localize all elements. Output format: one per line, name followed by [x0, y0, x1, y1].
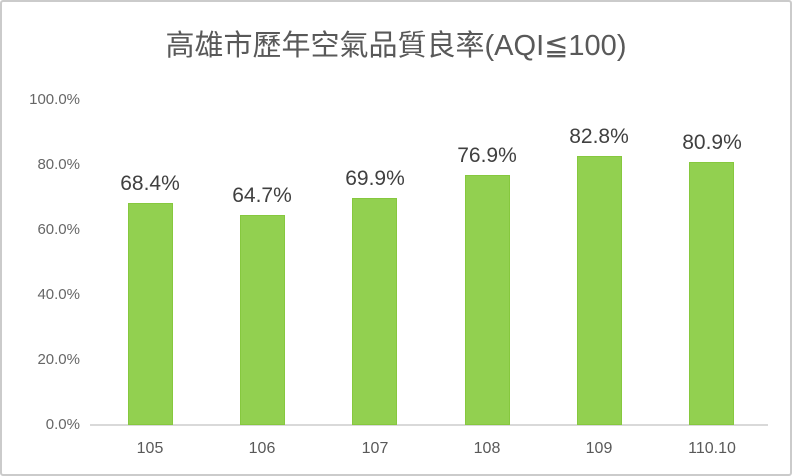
x-axis-tick-label: 108	[473, 440, 501, 457]
bar-107	[352, 198, 397, 425]
chart-title: 高雄市歷年空氣品質良率(AQI≦100)	[165, 30, 627, 62]
bar-108	[465, 175, 510, 425]
x-axis-tick-label: 110.10	[688, 440, 736, 457]
x-axis-tick-label: 107	[361, 440, 389, 457]
y-axis-tick-label: 60.0%	[37, 221, 80, 238]
y-axis-tick-label: 80.0%	[37, 156, 80, 173]
bar-value-label: 68.4%	[120, 172, 180, 195]
bar-value-label: 76.9%	[457, 144, 517, 167]
bar-value-label: 80.9%	[682, 131, 742, 154]
x-axis-tick-label: 109	[585, 440, 613, 457]
y-axis-tick-label: 0.0%	[45, 416, 80, 433]
bar-110.10	[689, 162, 734, 425]
bar-109	[577, 156, 622, 425]
bar-value-label: 69.9%	[345, 167, 405, 190]
bar-value-label: 64.7%	[232, 184, 292, 207]
x-axis-tick-label: 105	[136, 440, 164, 457]
bar-value-label: 82.8%	[569, 125, 629, 148]
y-axis-tick-label: 20.0%	[37, 351, 80, 368]
x-axis-line	[90, 424, 768, 426]
x-axis-tick-label: 106	[248, 440, 276, 457]
y-axis-tick-label: 40.0%	[37, 286, 80, 303]
y-axis-tick-label: 100.0%	[29, 91, 80, 108]
bar-106	[240, 215, 285, 425]
bar-105	[128, 203, 173, 425]
